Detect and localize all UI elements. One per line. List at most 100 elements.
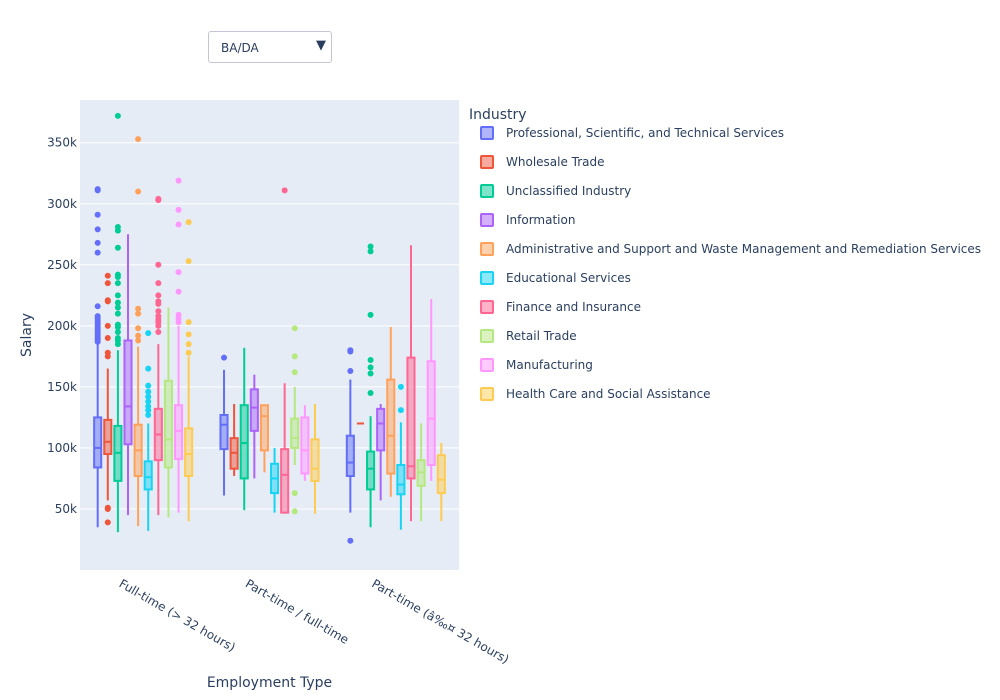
outlier-point <box>175 311 182 318</box>
outlier-point <box>104 322 111 329</box>
legend-label: Administrative and Support and Waste Man… <box>506 242 981 256</box>
outlier-point <box>347 537 354 544</box>
outlier-point <box>185 258 192 265</box>
box-7-1 <box>290 325 300 515</box>
outlier-point <box>114 304 121 311</box>
legend-label: Manufacturing <box>506 358 593 372</box>
box-body <box>436 454 446 495</box>
box-3-2 <box>376 403 386 501</box>
box-body <box>93 416 103 469</box>
outlier-point <box>145 388 152 395</box>
box-4-1 <box>259 404 269 473</box>
outlier-point <box>104 272 111 279</box>
gridlines <box>80 142 459 510</box>
outlier-point <box>155 195 162 202</box>
box-body <box>219 413 229 451</box>
box-0-1 <box>219 354 229 496</box>
legend-label: Wholesale Trade <box>506 155 605 169</box>
box-6-0 <box>153 195 163 516</box>
y-tick-label: 350k <box>47 136 77 150</box>
outlier-point <box>114 335 121 342</box>
outlier-point <box>135 325 142 332</box>
outlier-point <box>155 292 162 299</box>
legend-label: Information <box>506 213 575 227</box>
box-body <box>406 356 416 480</box>
outlier-point <box>135 136 142 143</box>
legend-item: Finance and Insurance <box>480 300 641 314</box>
outlier-point <box>114 310 121 317</box>
outlier-point <box>104 504 111 511</box>
legend-label: Finance and Insurance <box>506 300 641 314</box>
box-2-1 <box>239 347 249 511</box>
legend-item: Unclassified Industry <box>480 184 631 198</box>
box-5-0 <box>143 330 153 531</box>
outlier-point <box>94 226 101 233</box>
outlier-point <box>291 353 298 360</box>
box-6-1 <box>280 187 290 514</box>
box-body <box>396 464 406 496</box>
outlier-point <box>185 331 192 338</box>
box-3-0 <box>123 234 133 516</box>
legend-swatch <box>480 271 494 285</box>
outlier-point <box>94 186 101 193</box>
outlier-point <box>155 328 162 335</box>
legend-swatch <box>480 184 494 198</box>
legend-item: Health Care and Social Assistance <box>480 387 711 401</box>
box-body <box>300 416 310 475</box>
box-8-1 <box>300 405 310 481</box>
box-body <box>259 404 269 452</box>
box-6-2 <box>406 245 416 522</box>
outlier-point <box>145 365 152 372</box>
outlier-point <box>221 354 228 361</box>
outlier-point <box>175 206 182 213</box>
box-8-2 <box>426 298 436 481</box>
box-body <box>239 404 249 480</box>
outlier-point <box>94 249 101 256</box>
outlier-point <box>175 288 182 295</box>
y-tick-label: 100k <box>47 441 77 455</box>
box-8-0 <box>174 177 184 513</box>
box-5-2 <box>396 383 406 530</box>
y-axis-ticks: 50k 100k 150k 200k 250k 300k 350k <box>47 136 77 516</box>
outlier-point <box>291 508 298 515</box>
box-9-2 <box>436 443 446 522</box>
outlier-point <box>367 311 374 318</box>
outlier-point <box>135 305 142 312</box>
outlier-point <box>145 403 152 410</box>
industry-filter-dropdown[interactable]: BA/DA ▼ <box>208 31 332 63</box>
outlier-point <box>367 389 374 396</box>
box-body <box>184 427 194 478</box>
box-body <box>174 404 184 460</box>
box-1-1 <box>229 403 239 476</box>
outlier-point <box>114 280 121 287</box>
x-tick-label: Full-time (> 32 hours) <box>117 576 238 654</box>
box-4-0 <box>133 136 143 527</box>
legend-label: Professional, Scientific, and Technical … <box>506 126 784 140</box>
legend-item: Wholesale Trade <box>480 155 605 169</box>
box-body <box>123 339 133 446</box>
outlier-point <box>114 244 121 251</box>
outlier-point <box>291 325 298 332</box>
legend-swatch <box>480 155 494 169</box>
legend-item: Professional, Scientific, and Technical … <box>480 126 784 140</box>
outlier-point <box>135 188 142 195</box>
outlier-point <box>94 313 101 320</box>
legend-label: Educational Services <box>506 271 631 285</box>
box-body <box>163 379 173 469</box>
outlier-point <box>185 341 192 348</box>
outlier-point <box>367 364 374 371</box>
legend-swatch <box>480 358 494 372</box>
outlier-point <box>94 239 101 246</box>
box-body <box>249 388 259 432</box>
legend-label: Retail Trade <box>506 329 577 343</box>
box-body <box>345 434 355 478</box>
x-tick-label: Part-time (â‰¤ 32 hours) <box>369 576 511 666</box>
outlier-point <box>135 310 142 317</box>
outlier-point <box>145 393 152 400</box>
x-axis-ticks: Full-time (> 32 hours) Part-time / full-t… <box>117 576 512 666</box>
box-2-0 <box>113 112 123 533</box>
outlier-point <box>367 243 374 250</box>
outlier-point <box>114 112 121 119</box>
box-2-2 <box>366 243 376 528</box>
box-9-1 <box>310 403 320 514</box>
